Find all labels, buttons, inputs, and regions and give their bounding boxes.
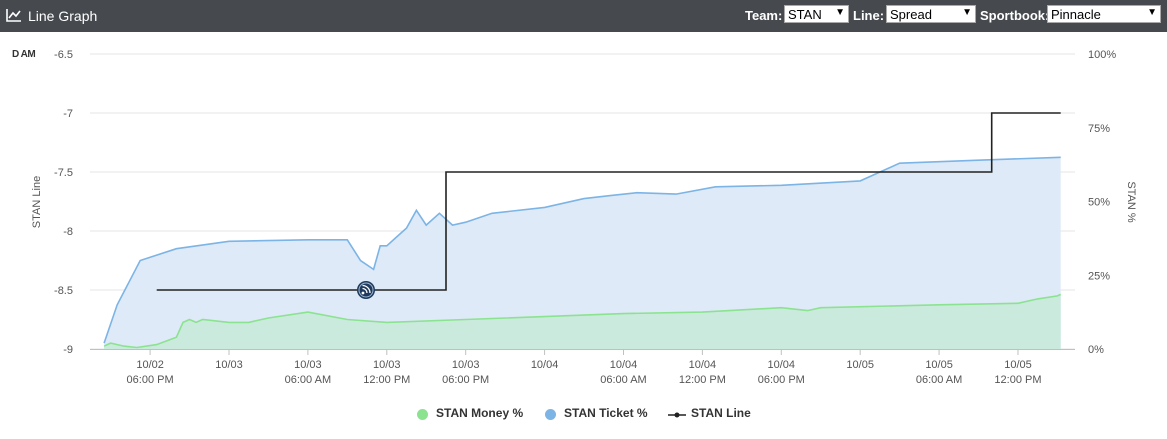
page-title: Line Graph: [28, 8, 98, 24]
x-tick-label: 06:00 PM: [758, 374, 805, 386]
right-tick-label: 100%: [1088, 49, 1116, 61]
x-tick-label: 10/03: [373, 359, 401, 371]
left-axis-title: STAN Line: [31, 176, 43, 228]
x-tick-label: 10/04: [610, 359, 638, 371]
left-tick-label: -6.5: [54, 49, 73, 61]
left-tick-label: -8.5: [54, 285, 73, 297]
right-axis-title: STAN %: [1125, 181, 1137, 223]
x-tick-label: 10/03: [294, 359, 322, 371]
legend-item-money[interactable]: STAN Money %: [436, 406, 524, 420]
x-tick-label: 10/04: [768, 359, 796, 371]
feed-icon[interactable]: [357, 281, 375, 299]
left-tick-label: -8: [63, 226, 73, 238]
right-tick-label: 25%: [1088, 270, 1110, 282]
x-tick-label: 12:00 PM: [363, 374, 410, 386]
header-bar: Line Graph Team: STAN ▼ Line: Spread ▼ S…: [0, 0, 1167, 32]
money-legend-dot: [417, 409, 428, 420]
x-tick-label: 12:00 PM: [679, 374, 726, 386]
legend-item-line[interactable]: STAN Line: [691, 406, 751, 420]
x-tick-label: 10/05: [846, 359, 874, 371]
right-tick-label: 75%: [1088, 123, 1110, 135]
line-label: Line:: [853, 8, 885, 23]
x-tick-label: 10/04: [531, 359, 559, 371]
x-tick-label: 10/05: [925, 359, 953, 371]
chart-legend: STAN Money % STAN Ticket % STAN Line: [0, 406, 1167, 424]
x-tick-label: 06:00 AM: [600, 374, 646, 386]
left-tick-label: -7.5: [54, 167, 73, 179]
left-tick-label: -9: [63, 344, 73, 356]
left-tick-label: -7: [63, 108, 73, 120]
chevron-down-icon: ▼: [962, 7, 972, 18]
x-tick-label: 10/05: [1004, 359, 1032, 371]
x-tick-label: 10/03: [452, 359, 480, 371]
x-tick-label: 10/02: [136, 359, 164, 371]
chevron-down-icon: ▼: [835, 7, 845, 18]
x-tick-label: 06:00 PM: [442, 374, 489, 386]
right-tick-label: 0%: [1088, 344, 1104, 356]
line-legend-symbol: [668, 412, 686, 418]
ticket-area-fill: [104, 157, 1061, 349]
team-label: Team:: [745, 8, 783, 23]
right-tick-label: 50%: [1088, 197, 1110, 209]
chevron-down-icon: ▼: [1147, 7, 1157, 18]
line-series-line: [156, 112, 1061, 291]
money-series-line: [103, 293, 1062, 349]
x-tick-label: 12:00 PM: [994, 374, 1041, 386]
line-chart: -6.5 -7 -7.5 -8 -8.5 -9 100% 75% 50% 25% 0% STAN Li…: [31, 49, 1137, 386]
corner-tag: D AM: [12, 49, 36, 60]
sportsbook-select[interactable]: Pinnacle ▼: [1047, 5, 1161, 23]
line-select[interactable]: Spread ▼: [886, 5, 976, 23]
sportsbook-select-value: Pinnacle: [1051, 7, 1101, 22]
line-chart-icon: [6, 9, 21, 22]
x-tick-label: 06:00 PM: [127, 374, 174, 386]
x-tick-label: 06:00 AM: [916, 374, 962, 386]
ticket-legend-dot: [545, 409, 556, 420]
ticket-series-line: [103, 156, 1061, 344]
legend-item-ticket[interactable]: STAN Ticket %: [564, 406, 648, 420]
x-tick-label: 10/03: [215, 359, 243, 371]
sportsbook-label: Sportbook:: [980, 8, 1050, 23]
x-tick-label: 10/04: [689, 359, 717, 371]
team-select[interactable]: STAN ▼: [784, 5, 849, 23]
x-tick-label: 06:00 AM: [285, 374, 331, 386]
team-select-value: STAN: [788, 7, 822, 22]
line-select-value: Spread: [890, 7, 932, 22]
